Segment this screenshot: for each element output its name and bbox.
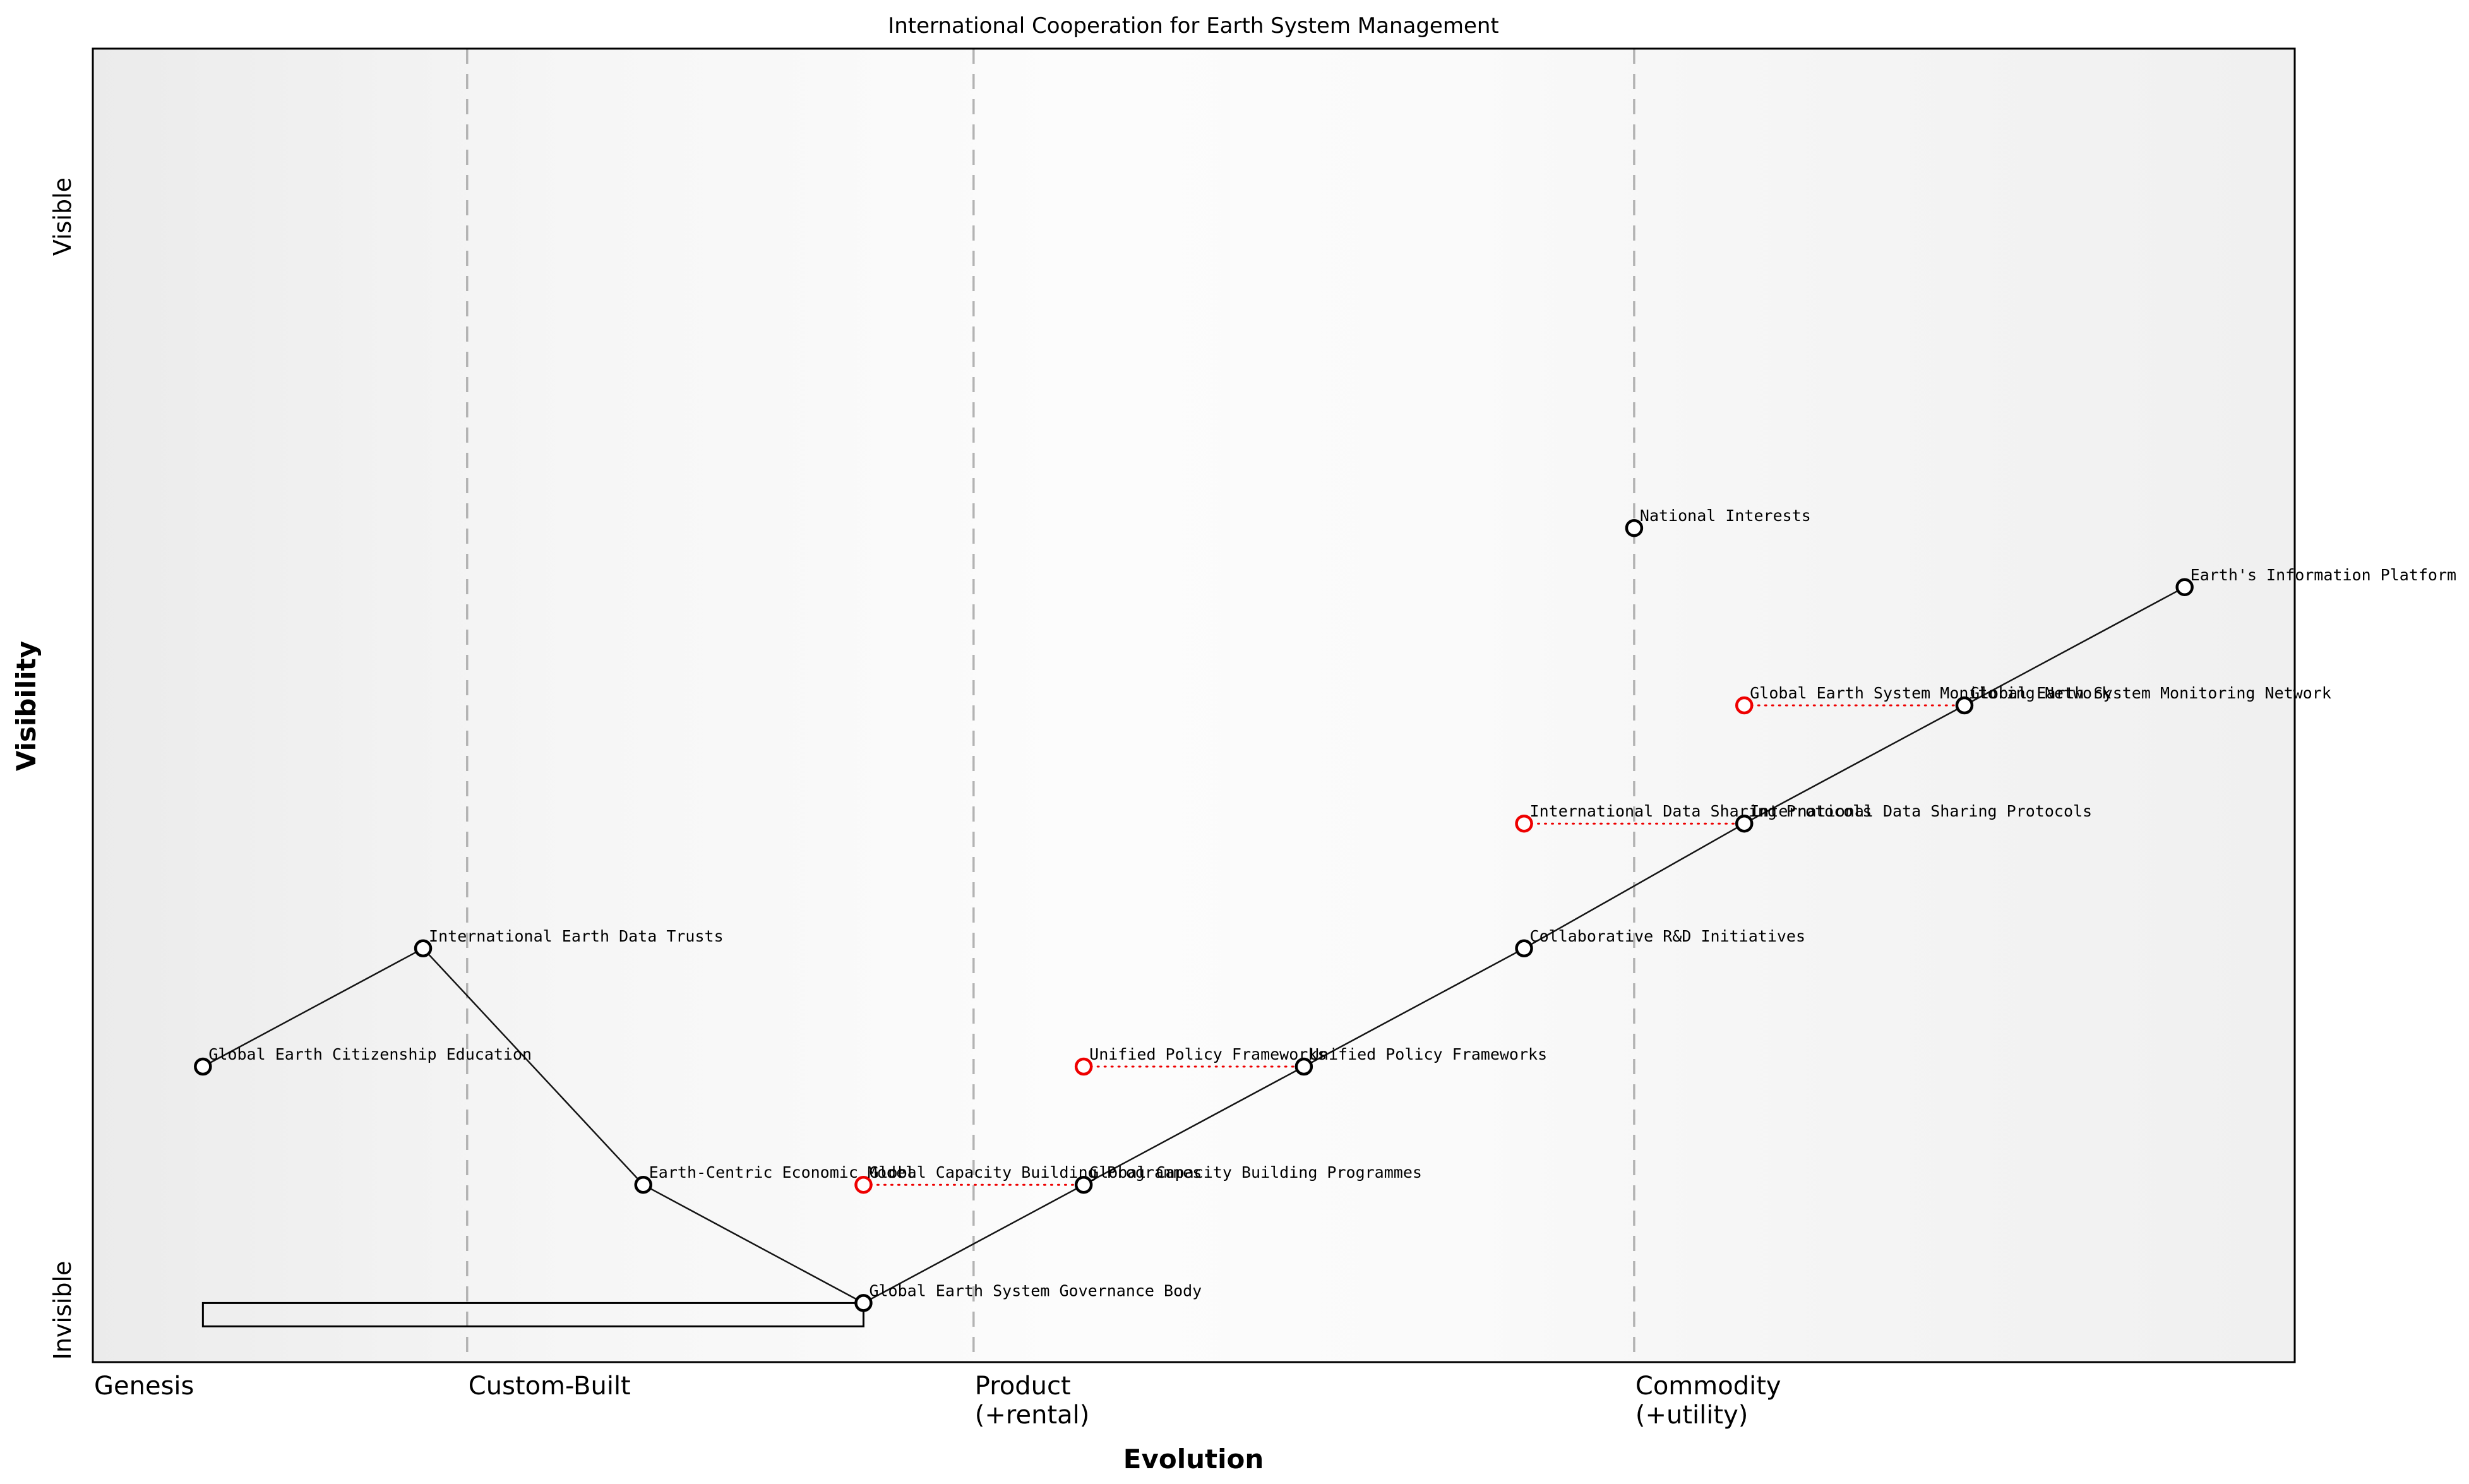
node-evolve-from-label-policy: Unified Policy Frameworks	[1089, 1045, 1327, 1063]
y-axis-max-label: Visible	[49, 177, 76, 256]
node-label-governance: Global Earth System Governance Body	[869, 1281, 1202, 1300]
plot-border	[92, 47, 2296, 1363]
component-nodes	[194, 518, 2194, 1312]
node-marker-sharing	[1735, 814, 1754, 833]
evolution-movements: Global Capacity Building Programmes Unifi…	[854, 684, 2111, 1194]
pipelines	[201, 1301, 864, 1327]
pipeline-rect-governance	[201, 1301, 864, 1327]
x-axis-title: Evolution	[1123, 1444, 1264, 1475]
node-marker-monitoring	[1955, 696, 1974, 715]
stage-label-custom-built: Custom-Built	[469, 1372, 631, 1401]
edge-line-policy-rnd	[1303, 947, 1525, 1068]
edge-line-sharing-monitoring	[1743, 704, 1965, 825]
node-label-monitoring: Global Earth System Monitoring Network	[1970, 684, 2331, 702]
node-marker-capacity	[1074, 1175, 1093, 1194]
node-evolve-from-marker-policy	[1074, 1057, 1093, 1076]
edge-line-citizenship-trusts	[202, 947, 424, 1068]
stage-sublabel-product: (+rental)	[975, 1401, 1090, 1430]
node-marker-platform	[2175, 578, 2194, 597]
edge-line-governance-capacity	[863, 1184, 1084, 1304]
edge-line-capacity-policy	[1083, 1065, 1305, 1186]
stage-sublabel-commodity: (+utility)	[1635, 1401, 1748, 1430]
edge-line-rnd-sharing	[1523, 823, 1745, 949]
node-marker-economic	[634, 1175, 652, 1194]
node-label-citizenship: Global Earth Citizenship Education	[208, 1045, 532, 1063]
node-marker-rnd	[1515, 939, 1533, 958]
node-label-sharing: International Data Sharing Protocols	[1750, 802, 2092, 820]
edge-line-monitoring-platform	[1964, 586, 2185, 707]
dependency-edges	[202, 586, 2185, 1304]
node-evolve-from-marker-capacity	[854, 1175, 873, 1194]
node-marker-policy	[1294, 1057, 1313, 1076]
stage-boundary-lines	[466, 49, 1635, 1362]
node-evolve-from-label-monitoring: Global Earth System Monitoring Network	[1750, 684, 2111, 702]
plot-background	[93, 49, 2295, 1362]
node-marker-citizenship	[194, 1057, 212, 1076]
y-axis-title: Visibility	[11, 641, 42, 771]
node-label-capacity: Global Capacity Building Programmes	[1089, 1163, 1422, 1182]
node-label-national: National Interests	[1640, 506, 1811, 525]
component-labels: Global Earth Citizenship Education Intern…	[208, 506, 2456, 1300]
stage-labels: Genesis Custom-Built Product(+rental) Commo…	[94, 1372, 1781, 1430]
node-label-rnd: Collaborative R&D Initiatives	[1530, 927, 1806, 945]
y-axis-min-label: Invisible	[49, 1261, 76, 1360]
node-evolve-from-marker-monitoring	[1735, 696, 1754, 715]
node-evolve-from-label-capacity: Global Capacity Building Programmes	[869, 1163, 1202, 1182]
node-label-policy: Unified Policy Frameworks	[1310, 1045, 1547, 1063]
stage-label-product: Product	[975, 1372, 1071, 1401]
node-marker-governance	[854, 1294, 873, 1312]
node-label-platform: Earth's Information Platform	[2191, 566, 2456, 584]
node-label-trusts: International Earth Data Trusts	[429, 927, 724, 945]
stage-label-commodity: Commodity	[1635, 1372, 1781, 1401]
chart-title: International Cooperation for Earth Syst…	[888, 13, 1499, 39]
node-evolve-from-label-sharing: International Data Sharing Protocols	[1530, 802, 1872, 820]
stage-label-genesis: Genesis	[94, 1372, 194, 1401]
node-marker-national	[1625, 518, 1644, 537]
edge-line-trusts-economic	[422, 947, 644, 1186]
node-marker-trusts	[414, 939, 433, 958]
node-evolve-from-marker-sharing	[1515, 814, 1533, 833]
node-label-economic: Earth-Centric Economic Model	[649, 1163, 915, 1182]
edge-line-economic-governance	[643, 1184, 864, 1304]
